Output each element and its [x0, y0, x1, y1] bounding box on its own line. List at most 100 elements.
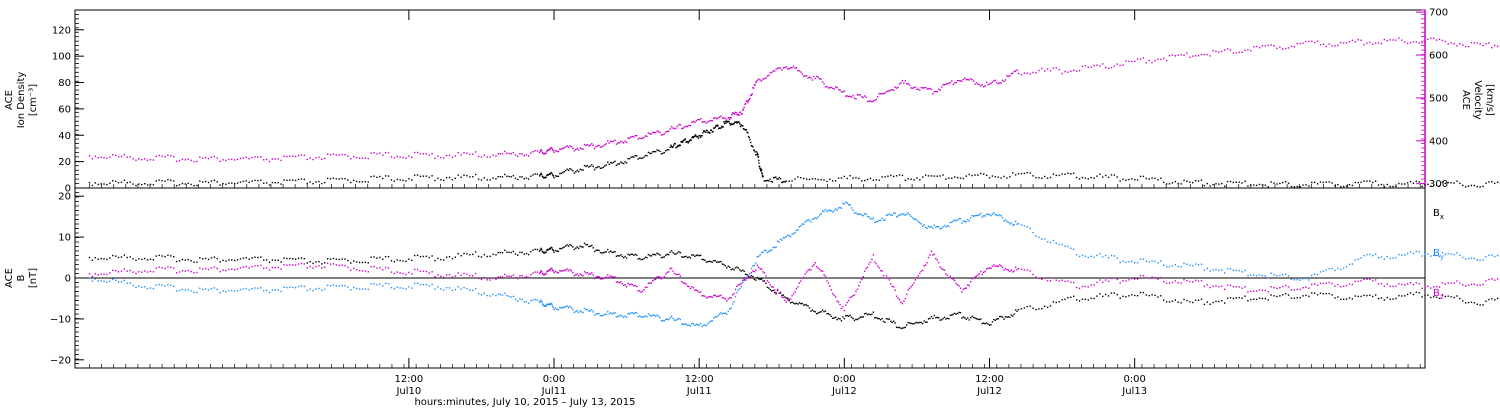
bottom-series-x-point — [955, 313, 957, 315]
top-series-0-point — [726, 120, 728, 123]
bottom-series-y-point — [891, 214, 893, 216]
bottom-series-y-point — [292, 286, 294, 289]
top-series-0-point — [1258, 183, 1261, 186]
top-series-1-point — [552, 149, 555, 152]
bottom-series-x-point — [704, 259, 706, 261]
top-series-0-point — [697, 137, 700, 139]
bottom-series-y-point — [1238, 269, 1240, 272]
top-y-tick-label: 40 — [58, 131, 71, 142]
bottom-series-x-point — [318, 260, 320, 263]
bottom-series-x-point — [636, 254, 638, 256]
bottom-series-x-point — [1049, 305, 1052, 307]
top-series-1-point — [135, 159, 137, 162]
top-series-0-point — [1029, 172, 1031, 174]
bottom-series-y-point — [662, 320, 664, 322]
top-series-0-point — [719, 127, 721, 129]
bottom-series-x-point — [633, 254, 635, 257]
top-series-0-point — [660, 153, 663, 155]
top-series-1-point — [1377, 42, 1380, 44]
top-series-1-point — [920, 86, 922, 89]
top-series-1-point — [402, 156, 404, 159]
bottom-series-y-point — [971, 215, 973, 217]
bottom-series-x-point — [668, 253, 670, 256]
bottom-series-y-point — [640, 316, 642, 318]
bottom-series-x-point — [691, 254, 693, 256]
top-series-1-point — [940, 86, 943, 88]
top-series-0-point — [1244, 180, 1246, 182]
top-series-1-point — [326, 153, 329, 155]
top-series-0-point — [1067, 172, 1069, 174]
top-series-0-point — [663, 151, 666, 154]
bottom-series-y-point — [213, 287, 216, 289]
top-series-0-point — [236, 182, 239, 184]
top-series-1-point — [1412, 41, 1415, 43]
bottom-series-y-point — [964, 220, 966, 223]
top-series-0-point — [797, 176, 799, 178]
top-series-1-point — [506, 152, 508, 154]
bottom-series-x-point — [523, 253, 525, 255]
top-series-1-point — [1415, 41, 1417, 43]
bottom-series-x-point — [805, 304, 808, 306]
top-series-0-point — [673, 142, 676, 145]
top-series-0-point — [589, 165, 592, 167]
bottom-series-x-point — [1099, 293, 1101, 295]
top-series-0-point — [573, 172, 576, 174]
top-series-0-point — [1075, 176, 1078, 179]
top-series-0-point — [764, 179, 767, 182]
bottom-series-x-point — [1459, 297, 1461, 300]
bottom-series-x-point — [1369, 294, 1371, 297]
bottom-series-x-point — [631, 253, 634, 256]
top-series-1-point — [120, 155, 123, 158]
top-series-0-point — [419, 175, 422, 178]
top-series-1-point — [829, 87, 831, 89]
bottom-series-y-point — [823, 210, 825, 213]
top-series-0-point — [689, 139, 692, 141]
bottom-series-x-point — [775, 293, 777, 295]
bottom-series-x-point — [1444, 295, 1447, 298]
top-series-1-point — [778, 67, 780, 69]
bottom-series-x-point — [1073, 295, 1075, 298]
bottom-series-x-point — [917, 322, 920, 324]
bottom-series-y-point — [1165, 266, 1168, 268]
bottom-series-y-point — [88, 277, 91, 279]
bottom-series-y-point — [1014, 220, 1017, 223]
top-series-1-point — [943, 84, 946, 86]
top-series-0-point — [519, 176, 521, 178]
bottom-series-y-point — [164, 285, 166, 287]
top-series-0-point — [326, 177, 329, 180]
top-series-0-point — [650, 152, 652, 155]
top-series-1-point — [745, 100, 748, 102]
top-series-1-point — [617, 142, 619, 144]
top-series-0-point — [1467, 185, 1470, 187]
bottom-series-x-point — [376, 257, 378, 259]
top-series-1-point — [900, 82, 902, 84]
top-series-0-point — [1343, 185, 1345, 188]
bottom-series-x-point — [874, 316, 876, 319]
bottom-series-y-point — [591, 309, 593, 311]
bottom-series-y-point — [946, 225, 949, 227]
bottom-series-y-point — [949, 221, 952, 224]
bottom-series-x-point — [472, 253, 474, 256]
top-series-1-point — [744, 102, 747, 105]
bottom-series-x-point — [743, 270, 745, 273]
top-series-1-point — [1328, 43, 1330, 45]
top-series-0-point — [1464, 186, 1467, 188]
top-series-1-point — [644, 135, 647, 137]
bottom-series-y-point — [1354, 259, 1357, 261]
top-series-1-point — [233, 159, 236, 161]
bottom-series-x-point — [1250, 298, 1252, 301]
bottom-series-x-point — [486, 255, 488, 258]
bottom-series-y-point — [753, 264, 756, 267]
bottom-series-y-point — [1293, 279, 1296, 281]
bottom-series-x-point — [750, 275, 753, 277]
top-series-1-point — [254, 156, 256, 158]
top-series-0-point — [686, 140, 689, 143]
bottom-series-x-point — [271, 259, 274, 261]
top-series-0-point — [713, 127, 715, 129]
top-series-0-point — [1401, 183, 1403, 185]
top-series-0-point — [1273, 182, 1275, 184]
bottom-ylabel-line-3: [nT] — [28, 268, 39, 288]
bottom-series-y-point — [472, 289, 474, 292]
bottom-series-x-point — [239, 258, 242, 260]
bottom-series-x-point — [897, 326, 899, 329]
